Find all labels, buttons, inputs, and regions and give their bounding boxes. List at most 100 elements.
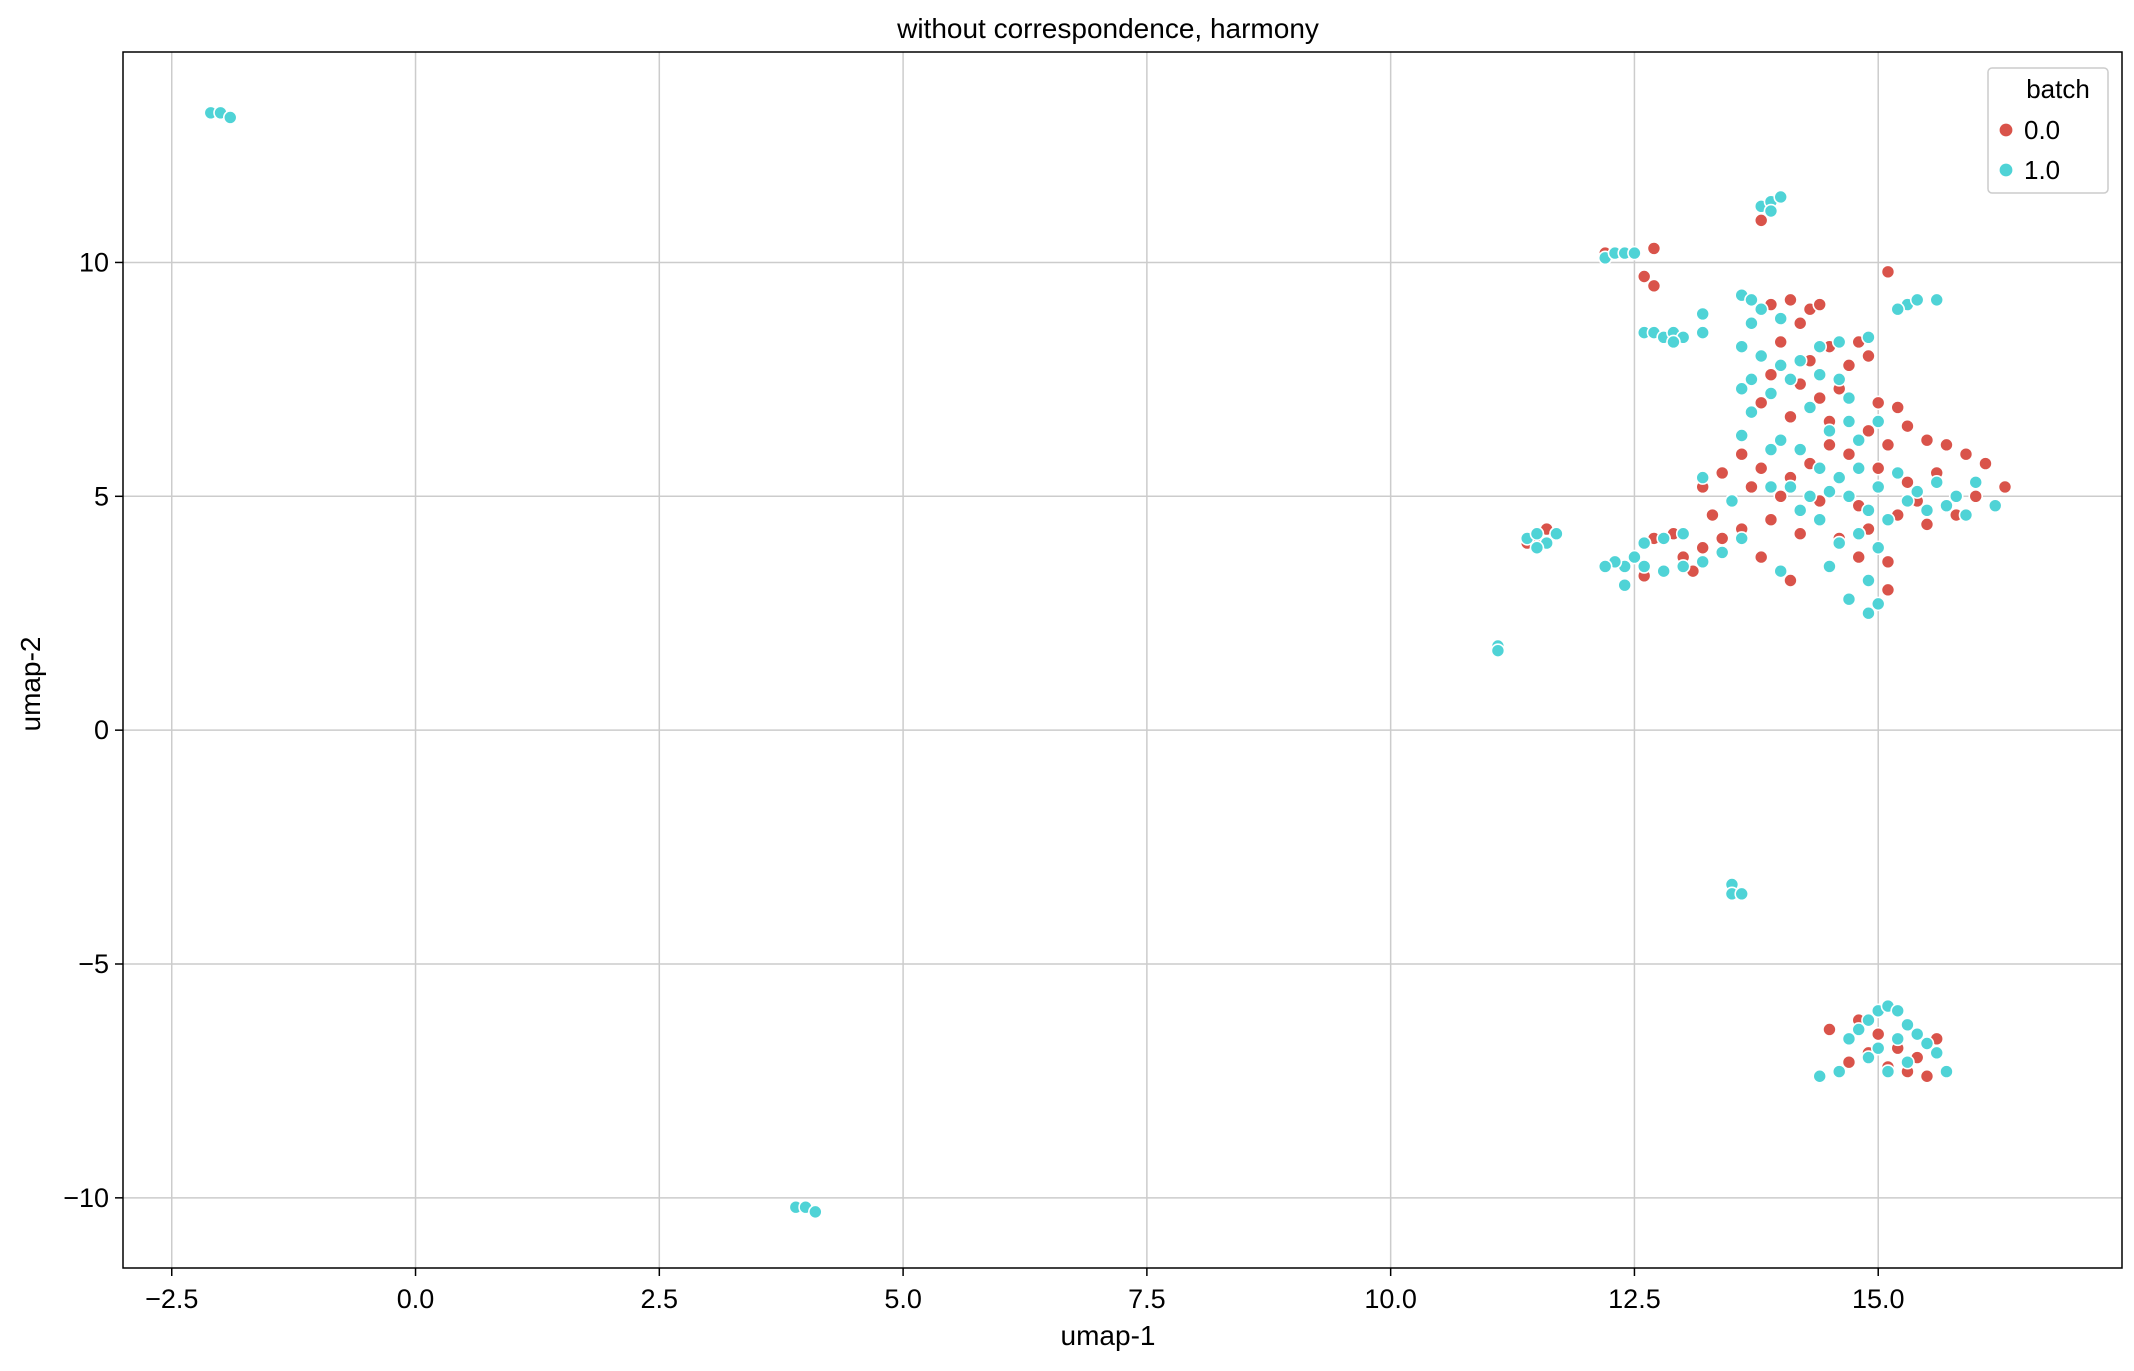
data-point-batch-1 <box>1900 1054 1915 1070</box>
data-point-batch-0 <box>1783 292 1798 308</box>
data-point-batch-0 <box>1783 409 1798 425</box>
data-point-batch-1 <box>1870 1040 1886 1056</box>
data-point-batch-1 <box>1900 1017 1915 1033</box>
legend-label: 0.0 <box>2024 115 2060 145</box>
data-point-batch-1 <box>1734 428 1750 443</box>
data-point-batch-0 <box>1646 241 1662 256</box>
data-point-batch-1 <box>1490 643 1506 658</box>
data-point-batch-0 <box>1734 446 1750 462</box>
data-point-batch-1 <box>1831 470 1847 485</box>
data-point-batch-0 <box>1870 395 1886 411</box>
data-point-batch-1 <box>1529 540 1545 556</box>
data-point-batch-0 <box>1783 573 1798 588</box>
data-point-batch-0 <box>1841 1054 1857 1070</box>
data-point-batch-1 <box>1792 353 1808 368</box>
data-point-batch-1 <box>1861 605 1876 621</box>
data-point-batch-0 <box>1714 465 1730 481</box>
data-point-batch-1 <box>1987 498 2003 513</box>
data-point-batch-1 <box>1714 545 1730 560</box>
y-tick-label: 5 <box>94 481 109 511</box>
data-point-batch-0 <box>1939 437 1954 453</box>
data-point-batch-1 <box>1792 503 1808 518</box>
legend-label: 1.0 <box>2024 155 2060 185</box>
data-point-batch-1 <box>1773 358 1789 373</box>
data-point-batch-1 <box>1909 484 1925 499</box>
data-point-batch-0 <box>1978 456 1993 471</box>
data-point-batch-1 <box>1939 1064 1954 1079</box>
data-point-batch-1 <box>1744 372 1759 387</box>
data-point-batch-0 <box>1870 1026 1886 1042</box>
data-point-batch-0 <box>1636 269 1652 284</box>
data-point-batch-1 <box>1909 292 1925 308</box>
data-point-batch-0 <box>1753 213 1769 228</box>
data-point-batch-1 <box>1890 1003 1906 1019</box>
y-tick-label: 0 <box>94 715 109 745</box>
data-point-batch-1 <box>1890 465 1906 481</box>
y-tick-label: 10 <box>79 247 109 277</box>
data-point-batch-1 <box>1773 189 1789 205</box>
data-point-batch-1 <box>1919 1036 1935 1051</box>
data-point-batch-1 <box>1656 531 1671 546</box>
data-point-batch-0 <box>1773 489 1789 504</box>
data-point-batch-1 <box>1695 306 1710 322</box>
legend-entries: 0.01.0 <box>1998 115 2060 185</box>
data-point-batch-1 <box>1744 404 1759 420</box>
data-point-batch-0 <box>1880 437 1896 453</box>
data-point-batch-1 <box>1773 432 1789 448</box>
data-point-batch-0 <box>1900 418 1915 434</box>
data-point-batch-1 <box>1734 339 1750 354</box>
data-point-batch-0 <box>1841 358 1857 373</box>
data-point-batch-0 <box>1919 432 1935 448</box>
legend: batch 0.01.0 <box>1987 67 2109 194</box>
data-point-batch-1 <box>1636 559 1652 574</box>
data-point-batch-1 <box>1744 292 1759 308</box>
data-point-batch-1 <box>1822 484 1837 499</box>
y-tick-label: −10 <box>63 1183 109 1213</box>
data-point-batch-0 <box>1812 297 1828 312</box>
data-point-batch-1 <box>1802 400 1818 415</box>
data-point-batch-1 <box>1900 493 1915 509</box>
x-tick-label: 5.0 <box>884 1284 922 1314</box>
data-point-batch-0 <box>1753 549 1769 565</box>
data-point-batch-1 <box>1783 372 1798 387</box>
data-point-batch-1 <box>1851 1022 1867 1037</box>
data-point-batch-1 <box>1675 526 1691 542</box>
data-point-batch-0 <box>1822 1022 1837 1037</box>
data-point-batch-1 <box>1812 367 1828 383</box>
x-tick-label: 10.0 <box>1364 1284 1417 1314</box>
y-axis-label: umap-2 <box>15 637 46 732</box>
x-tick-label: 15.0 <box>1852 1284 1905 1314</box>
data-point-batch-1 <box>1822 423 1837 439</box>
data-point-batch-0 <box>1763 367 1779 383</box>
data-point-batch-1 <box>1861 1012 1876 1028</box>
data-point-batch-1 <box>1753 301 1769 317</box>
data-point-batch-1 <box>1929 474 1945 490</box>
data-point-batch-1 <box>1763 203 1779 219</box>
data-point-batch-1 <box>1744 315 1759 331</box>
data-point-batch-0 <box>1646 278 1662 294</box>
data-point-batch-0 <box>1773 334 1789 350</box>
data-point-batch-0 <box>1763 512 1779 527</box>
legend-box <box>1987 67 2109 194</box>
data-point-batch-0 <box>1861 423 1876 439</box>
data-point-batch-1 <box>1968 474 1984 490</box>
legend-marker <box>1998 122 2014 138</box>
data-point-batch-1 <box>1734 886 1750 902</box>
plot-frame <box>122 51 2123 1269</box>
data-points <box>203 105 2013 1220</box>
x-tick-label: −2.5 <box>145 1284 198 1314</box>
x-tick-label: 12.5 <box>1608 1284 1661 1314</box>
data-point-batch-1 <box>1841 489 1857 504</box>
data-point-batch-0 <box>1890 400 1906 415</box>
data-point-batch-1 <box>1890 1031 1906 1047</box>
data-point-batch-1 <box>1763 479 1779 495</box>
data-point-batch-1 <box>1841 390 1857 406</box>
data-point-batch-1 <box>1627 549 1642 565</box>
y-axis-ticks: −10 −5 0 5 10 <box>63 247 123 1213</box>
data-point-batch-1 <box>1861 329 1876 345</box>
data-point-batch-1 <box>1734 381 1750 397</box>
data-point-batch-1 <box>1812 512 1828 527</box>
data-point-batch-1 <box>1851 432 1867 448</box>
data-point-batch-1 <box>1831 535 1847 551</box>
